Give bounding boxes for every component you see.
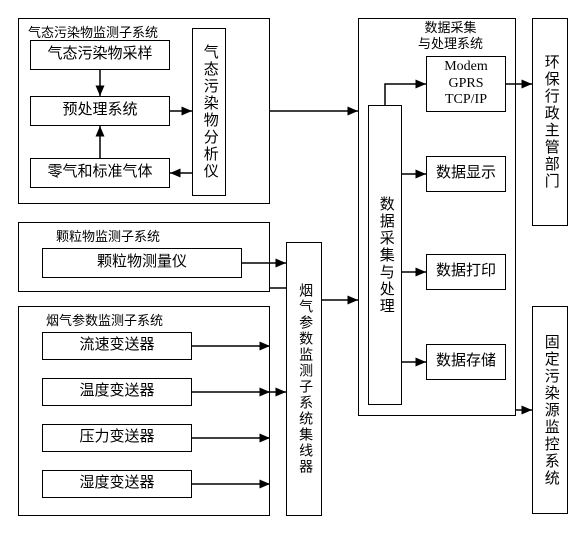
node-epa: 环保行政主管部门	[532, 18, 568, 226]
group-daq-title: 数据采集 与处理系统	[418, 20, 483, 51]
lbl-pretreat: 预处理系统	[58, 99, 141, 123]
node-press-tx: 压力变送器	[42, 424, 192, 452]
lbl-zero-std: 零气和标准气体	[43, 161, 156, 185]
node-fixed-src: 固定污染源监控系统	[532, 306, 568, 514]
node-pretreat: 预处理系统	[30, 96, 170, 126]
lbl-epa: 环保行政主管部门	[536, 52, 564, 192]
lbl-daq-core: 数据采集与处理	[371, 194, 399, 317]
lbl-store: 数据存储	[432, 350, 500, 374]
lbl-flue-hub: 烟气参数监测子系统集线器	[291, 281, 317, 477]
group-flue-title: 烟气参数监测子系统	[46, 310, 163, 329]
lbl-fixed-src: 固定污染源监控系统	[536, 332, 564, 489]
node-temp-tx: 温度变送器	[42, 378, 192, 406]
lbl-pm-meter: 颗粒物测量仪	[93, 251, 191, 275]
lbl-flow-tx: 流速变送器	[75, 334, 158, 358]
group-particulate-title: 颗粒物监测子系统	[56, 226, 160, 245]
node-print: 数据打印	[426, 254, 506, 290]
lbl-display: 数据显示	[432, 162, 500, 186]
lbl-print: 数据打印	[432, 260, 500, 284]
node-zero-std: 零气和标准气体	[30, 158, 170, 188]
lbl-humid-tx: 湿度变送器	[75, 472, 158, 496]
node-store: 数据存储	[426, 344, 506, 380]
node-daq-core: 数据采集与处理	[368, 105, 402, 405]
node-flow-tx: 流速变送器	[42, 332, 192, 360]
node-pm-meter: 颗粒物测量仪	[42, 248, 242, 278]
node-gas-sampling: 气态污染物采样	[30, 40, 170, 70]
node-flue-hub: 烟气参数监测子系统集线器	[286, 242, 322, 516]
node-analyzer: 气态污染物分析仪	[192, 28, 226, 196]
lbl-modem: Modem GPRS TCP/IP	[440, 57, 492, 111]
lbl-gas-sampling: 气态污染物采样	[43, 43, 156, 67]
node-display: 数据显示	[426, 156, 506, 192]
node-modem: Modem GPRS TCP/IP	[426, 56, 506, 112]
group-gas-title: 气态污染物监测子系统	[28, 22, 158, 41]
node-humid-tx: 湿度变送器	[42, 470, 192, 498]
lbl-analyzer: 气态污染物分析仪	[195, 42, 223, 182]
lbl-temp-tx: 温度变送器	[75, 380, 158, 404]
lbl-press-tx: 压力变送器	[75, 426, 158, 450]
